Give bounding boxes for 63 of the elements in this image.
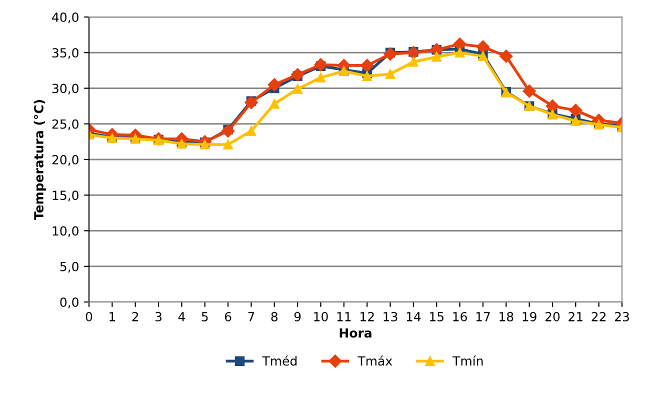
x-tick-label: 11 [337, 312, 351, 322]
x-tick-label: 1 [110, 312, 115, 322]
y-tick-label: 15,0 [52, 190, 78, 202]
point [221, 124, 235, 138]
x-tick-label: 6 [224, 312, 232, 322]
x-tick-label: 8 [271, 312, 278, 322]
x-tick-label: 19 [522, 312, 536, 322]
x-tick-label: 13 [384, 312, 398, 322]
x-tick-label: 2 [132, 312, 138, 322]
point [385, 69, 396, 79]
x-tick-label: 18 [500, 312, 514, 322]
x-tick-label: 20 [545, 312, 560, 322]
x-tick-label: 22 [592, 312, 606, 322]
y-tick-label: 0,0 [60, 297, 78, 308]
x-tick-label: 5 [202, 312, 208, 322]
x-tick-label: 17 [476, 312, 490, 322]
point [246, 126, 256, 136]
point [522, 84, 536, 98]
y-tick-label: 10,0 [52, 226, 78, 237]
x-tick-label: 10 [314, 312, 328, 322]
point [223, 140, 233, 150]
y-tick-label: 35,0 [52, 48, 78, 59]
point [408, 57, 418, 67]
point [406, 46, 420, 60]
x-tick-label: 23 [614, 312, 629, 322]
y-tick-label: 20,0 [52, 154, 78, 166]
point [478, 51, 488, 62]
point [546, 99, 560, 113]
y-tick-label: 40,0 [52, 12, 78, 24]
point [292, 84, 302, 94]
point [569, 104, 582, 117]
point [362, 71, 372, 81]
point [314, 58, 328, 72]
x-tick-label: 0 [86, 312, 92, 322]
x-tick-label: 9 [294, 312, 301, 322]
y-tick-label: 30,0 [52, 84, 78, 94]
x-tick-label: 16 [453, 312, 467, 322]
point [268, 78, 281, 92]
legend-label: Tmín [452, 356, 483, 366]
x-axis-title: Hora [340, 328, 372, 338]
x-tick-label: 21 [568, 312, 582, 322]
y-tick-label: 25,0 [52, 119, 78, 130]
point [432, 52, 442, 62]
point [290, 68, 304, 82]
y-axis-title: Temperatura (°C) [34, 100, 46, 220]
x-tick-label: 14 [406, 312, 421, 322]
legend-label: Tméd [262, 356, 297, 366]
point [453, 37, 466, 51]
x-tick-label: 4 [178, 312, 185, 322]
legend-label: Tmáx [358, 356, 392, 366]
y-tick-label: 5,0 [60, 262, 78, 273]
x-tick-label: 3 [156, 312, 162, 322]
point [360, 58, 374, 72]
x-tick-label: 15 [430, 312, 444, 322]
x-tick-label: 12 [360, 312, 374, 322]
point [476, 40, 490, 54]
point [316, 72, 326, 82]
point [384, 47, 397, 61]
point [500, 50, 513, 63]
point [244, 96, 258, 110]
point [270, 99, 280, 109]
point [454, 48, 465, 58]
x-tick-label: 7 [248, 312, 254, 322]
